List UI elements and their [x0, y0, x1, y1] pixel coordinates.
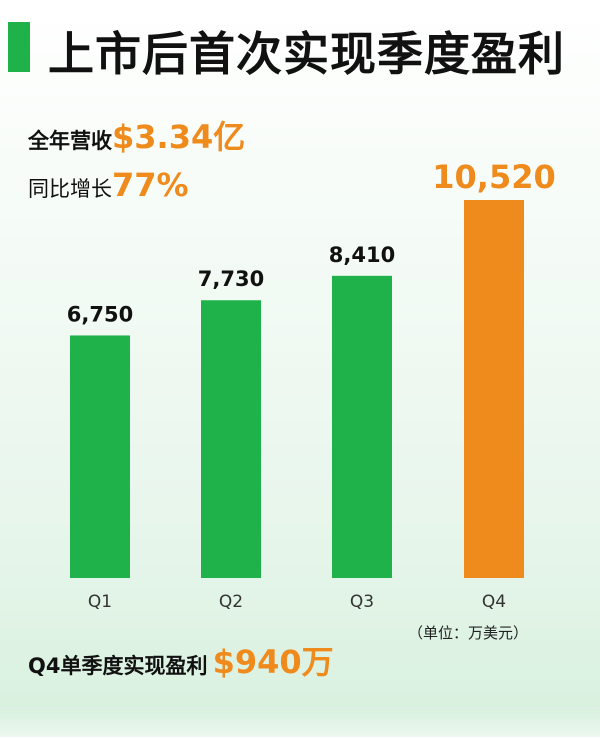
x-tick-q4: Q4	[482, 592, 506, 612]
annual-revenue-value: $3.34亿	[112, 118, 246, 156]
q4-profit: Q4单季度实现盈利 $940万	[28, 637, 334, 683]
x-tick-q2: Q2	[219, 592, 243, 612]
yoy-growth-value: 77%	[112, 166, 189, 204]
value-label-q3: 8,410	[329, 243, 395, 267]
value-label-q4: 10,520	[432, 158, 555, 196]
q4-profit-label: Q4单季度实现盈利	[28, 654, 208, 678]
bar-q4	[464, 200, 524, 578]
yoy-growth: 同比增长77%	[28, 166, 189, 204]
x-tick-q3: Q3	[350, 592, 374, 612]
x-tick-q1: Q1	[88, 592, 112, 612]
yoy-growth-label: 同比增长	[28, 177, 112, 201]
bottom-strip	[0, 708, 600, 738]
value-label-q2: 7,730	[198, 267, 264, 291]
q4-profit-value: $940万	[212, 643, 334, 681]
page-title: 上市后首次实现季度盈利	[48, 27, 565, 81]
bar-q3	[332, 275, 392, 578]
title-accent-bar	[8, 22, 30, 72]
bar-q1	[70, 335, 130, 578]
unit-note: （单位：万美元）	[408, 624, 529, 642]
annual-revenue-label: 全年营收	[28, 129, 112, 153]
bar-q2	[201, 300, 261, 578]
annual-revenue: 全年营收$3.34亿	[28, 112, 245, 158]
value-label-q1: 6,750	[67, 302, 133, 326]
